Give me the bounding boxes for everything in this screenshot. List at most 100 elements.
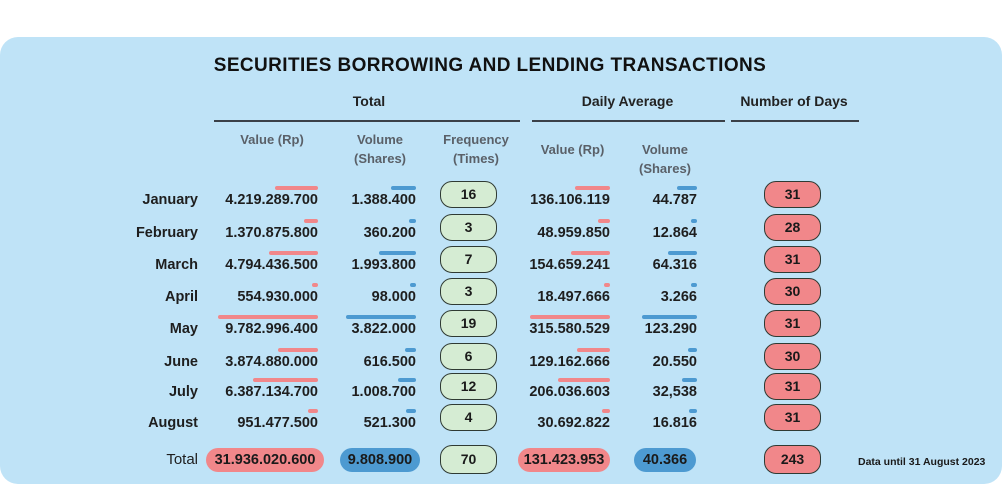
frequency-pill: 12 — [440, 373, 497, 400]
daily-volume-bar — [677, 186, 697, 190]
total-value-cell: 4.219.289.700 — [225, 192, 318, 208]
month-label: February — [135, 225, 198, 241]
total-volume-cell: 521.300 — [363, 415, 416, 431]
daily-volume-cell: 44.787 — [652, 192, 697, 208]
total-daily-value-pill: 131.423.953 — [518, 448, 610, 472]
days-pill: 30 — [764, 343, 821, 370]
frequency-pill: 16 — [440, 181, 497, 208]
daily-value-cell: 48.959.850 — [537, 225, 610, 241]
frequency-pill: 6 — [440, 343, 497, 370]
days-pill: 31 — [764, 310, 821, 337]
total-volume-pill: 9.808.900 — [340, 448, 420, 472]
daily-volume-cell: 64.316 — [652, 257, 697, 273]
total-value-cell: 1.370.875.800 — [225, 225, 318, 241]
month-label: June — [164, 354, 198, 370]
month-label: April — [164, 289, 198, 305]
daily-volume-bar — [689, 409, 697, 413]
daily-value-cell: 315.580.529 — [529, 321, 610, 337]
total-value-cell: 3.874.880.000 — [225, 354, 318, 370]
daily-volume-bar — [668, 251, 697, 255]
daily-value-bar — [571, 251, 610, 255]
days-pill: 31 — [764, 181, 821, 208]
daily-value-bar — [604, 283, 610, 287]
total-volume-bar — [405, 348, 416, 352]
daily-value-bar — [602, 409, 610, 413]
panel-background — [0, 37, 1002, 484]
col-header-daily-value-text: Value (Rp) — [540, 142, 605, 157]
data-note: Data until 31 August 2023 — [858, 456, 986, 468]
total-volume-bar — [379, 251, 416, 255]
daily-value-bar — [558, 378, 610, 382]
page-title: SECURITIES BORROWING AND LENDING TRANSAC… — [213, 55, 767, 76]
col-header-value: Value (Rp) — [222, 130, 322, 149]
frequency-pill: 7 — [440, 246, 497, 273]
total-value-bar — [304, 219, 318, 223]
total-value-bar — [308, 409, 318, 413]
month-label: August — [148, 415, 198, 431]
col-header-frequency-text: Frequency — [443, 132, 509, 147]
daily-volume-bar — [688, 348, 697, 352]
col-header-volume-unit: (Shares) — [353, 151, 407, 166]
total-volume-cell: 1.388.400 — [351, 192, 416, 208]
col-header-daily-value: Value (Rp) — [530, 140, 615, 159]
total-days-pill: 243 — [764, 445, 821, 474]
col-header-volume: Volume (Shares) — [340, 130, 420, 168]
daily-volume-bar — [682, 378, 697, 382]
total-value-bar — [269, 251, 318, 255]
daily-value-cell: 18.497.666 — [537, 289, 610, 305]
days-pill: 28 — [764, 214, 821, 241]
frequency-pill: 3 — [440, 278, 497, 305]
total-volume-cell: 1.008.700 — [351, 384, 416, 400]
total-volume-cell: 616.500 — [363, 354, 416, 370]
month-label: March — [155, 257, 198, 273]
days-pill: 31 — [764, 373, 821, 400]
daily-value-bar — [530, 315, 610, 319]
daily-volume-cell: 3.266 — [660, 289, 697, 305]
total-volume-bar — [406, 409, 416, 413]
col-header-value-text: Value (Rp) — [240, 132, 304, 147]
col-header-daily-volume-text: Volume — [642, 142, 688, 157]
days-pill: 30 — [764, 278, 821, 305]
total-value-bar — [218, 315, 318, 319]
total-volume-bar — [391, 186, 416, 190]
daily-value-bar — [598, 219, 610, 223]
total-value-bar — [278, 348, 318, 352]
daily-volume-cell: 16.816 — [652, 415, 697, 431]
group-rule-total — [214, 120, 520, 122]
total-volume-cell: 1.993.800 — [351, 257, 416, 273]
group-header-number-of-days: Number of Days — [740, 93, 848, 109]
daily-volume-cell: 20.550 — [652, 354, 697, 370]
total-daily-volume-pill: 40.366 — [634, 448, 696, 472]
group-rule-number-of-days — [731, 120, 859, 122]
total-value-bar — [253, 378, 318, 382]
total-value-cell: 9.782.996.400 — [225, 321, 318, 337]
month-label: January — [142, 192, 198, 208]
total-frequency-pill: 70 — [440, 445, 497, 474]
daily-volume-bar — [691, 283, 697, 287]
daily-value-bar — [577, 348, 610, 352]
col-header-daily-volume: Volume (Shares) — [625, 140, 705, 178]
total-volume-cell: 3.822.000 — [351, 321, 416, 337]
total-volume-bar — [398, 378, 416, 382]
daily-volume-cell: 12.864 — [652, 225, 697, 241]
daily-value-cell: 30.692.822 — [537, 415, 610, 431]
total-value-cell: 554.930.000 — [237, 289, 318, 305]
total-volume-cell: 360.200 — [363, 225, 416, 241]
col-header-frequency: Frequency (Times) — [432, 130, 520, 168]
total-value-bar — [275, 186, 318, 190]
total-volume-bar — [409, 219, 416, 223]
col-header-volume-text: Volume — [357, 132, 403, 147]
daily-volume-bar — [691, 219, 697, 223]
total-value-pill: 31.936.020.600 — [206, 448, 324, 472]
total-volume-bar — [346, 315, 416, 319]
days-pill: 31 — [764, 246, 821, 273]
total-value-bar — [312, 283, 318, 287]
daily-value-cell: 154.659.241 — [529, 257, 610, 273]
daily-value-bar — [575, 186, 610, 190]
daily-value-cell: 129.162.666 — [529, 354, 610, 370]
total-value-cell: 6.387.134.700 — [225, 384, 318, 400]
col-header-daily-volume-unit: (Shares) — [638, 161, 692, 176]
daily-volume-cell: 32,538 — [652, 384, 697, 400]
month-label: July — [168, 384, 198, 400]
total-volume-bar — [410, 283, 416, 287]
